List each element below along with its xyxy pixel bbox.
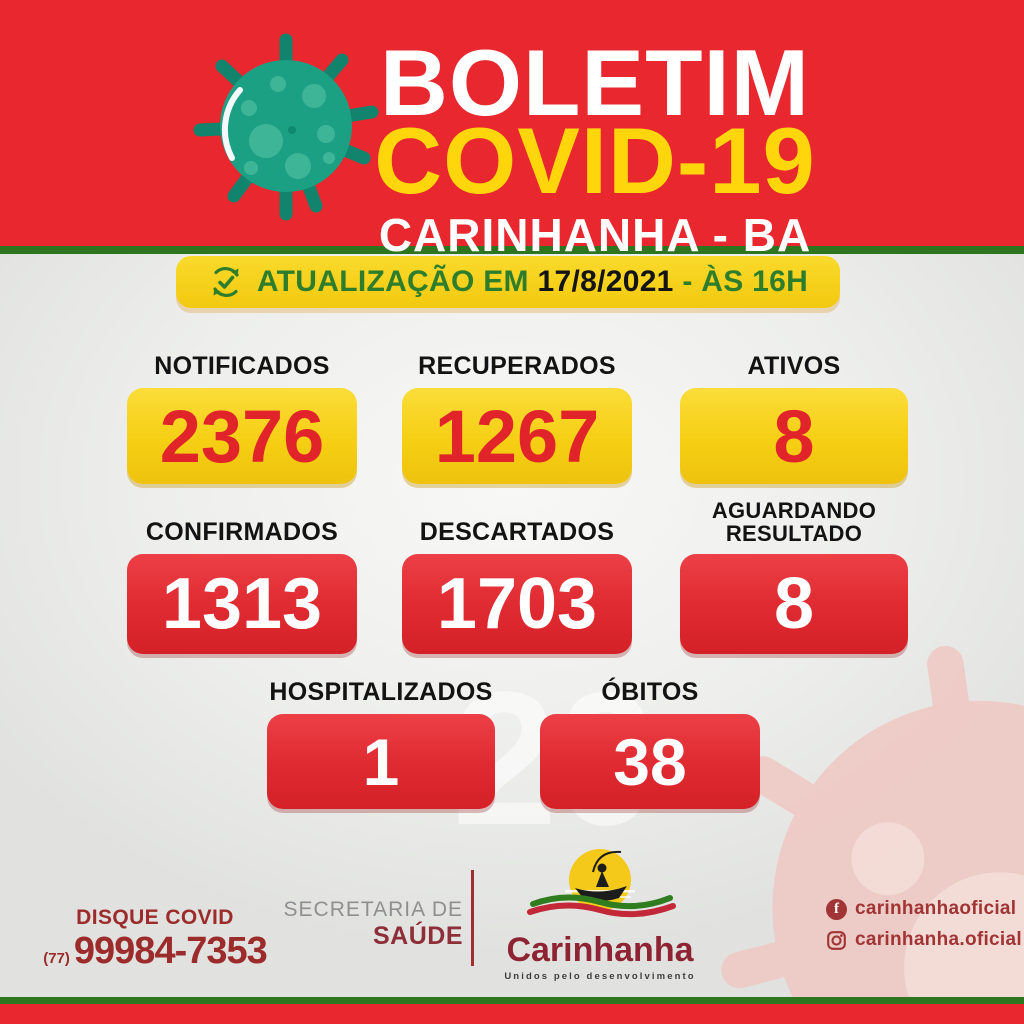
stat-label: ÓBITOS xyxy=(601,678,699,707)
stat-descartados: DESCARTADOS 1703 xyxy=(402,496,632,654)
instagram-handle: carinhanha.oficial xyxy=(855,929,1022,950)
header-divider-stripe xyxy=(0,246,1024,254)
city-logo: Carinhanha Unidos pelo desenvolvimento xyxy=(478,846,722,982)
stat-aguardando-resultado: AGUARDANDO RESULTADO 8 xyxy=(680,496,908,654)
city-logo-name: Carinhanha xyxy=(506,931,694,969)
stat-label: AGUARDANDO RESULTADO xyxy=(711,497,877,547)
footer-divider-stripe xyxy=(0,997,1024,1004)
stat-label: RECUPERADOS xyxy=(418,352,616,381)
update-banner-text: ATUALIZAÇÃO EM 17/8/2021 - ÀS 16H xyxy=(257,265,808,299)
footer-vertical-divider xyxy=(471,870,474,966)
stat-value: 1703 xyxy=(402,554,632,654)
stat-recuperados: RECUPERADOS 1267 xyxy=(402,350,632,484)
coronavirus-icon xyxy=(186,26,386,231)
stat-obitos: ÓBITOS 38 xyxy=(540,678,760,809)
stat-label: HOSPITALIZADOS xyxy=(269,678,493,707)
hotline-label: DISQUE COVID xyxy=(76,906,234,929)
stat-label: DESCARTADOS xyxy=(419,518,615,547)
facebook-handle: carinhanhaoficial xyxy=(855,898,1017,919)
stat-value: 1267 xyxy=(402,388,632,484)
social-handles: carinhanhaoficial carinhanha.oficial xyxy=(826,898,1022,951)
stat-value: 2376 xyxy=(127,388,357,484)
covid-hotline: DISQUE COVID (77) 99984-7353 xyxy=(30,906,280,973)
stat-ativos: ATIVOS 8 xyxy=(680,350,908,484)
department-name: SECRETARIA DE SAÚDE xyxy=(260,898,463,951)
update-date: 17/8/2021 xyxy=(537,265,674,298)
update-prefix: ATUALIZAÇÃO EM xyxy=(256,265,529,298)
update-banner: ATUALIZAÇÃO EM 17/8/2021 - ÀS 16H xyxy=(176,256,840,308)
stat-confirmados: CONFIRMADOS 1313 xyxy=(127,496,357,654)
stat-label: ATIVOS xyxy=(747,352,841,381)
title-line-city: CARINHANHA - BA xyxy=(378,208,812,261)
facebook-icon xyxy=(826,898,847,920)
hotline-number: (77) 99984-7353 xyxy=(30,930,280,973)
instagram-handle-row: carinhanha.oficial xyxy=(826,929,1022,951)
refresh-check-icon xyxy=(208,264,244,300)
hotline-digits: 99984-7353 xyxy=(73,930,268,972)
footer-bar xyxy=(0,1004,1024,1024)
stat-hospitalizados: HOSPITALIZADOS 1 xyxy=(267,678,495,809)
city-logo-tagline: Unidos pelo desenvolvimento xyxy=(504,971,696,982)
stat-value: 1 xyxy=(267,714,495,809)
city-logo-emblem-icon xyxy=(478,846,722,935)
facebook-handle-row: carinhanhaoficial xyxy=(826,898,1022,920)
update-time: - ÀS 16H xyxy=(682,265,809,298)
poster-title: BOLETIM COVID-19 CARINHANHA - BA xyxy=(362,30,828,261)
stat-notificados: NOTIFICADOS 2376 xyxy=(127,350,357,484)
stat-value: 8 xyxy=(680,554,908,654)
stat-label: CONFIRMADOS xyxy=(145,518,339,547)
stat-value: 1313 xyxy=(127,554,357,654)
header-banner xyxy=(0,0,1024,246)
title-line-covid19: COVID-19 xyxy=(374,108,816,214)
stat-label: NOTIFICADOS xyxy=(154,352,330,381)
stat-value: 8 xyxy=(680,388,908,484)
stat-value: 38 xyxy=(540,714,760,809)
hotline-area-code: (77) xyxy=(43,950,70,967)
department-line1: SECRETARIA DE xyxy=(283,898,463,921)
department-line2: SAÚDE xyxy=(372,922,463,951)
instagram-icon xyxy=(826,930,847,951)
title-line-boletim: BOLETIM xyxy=(380,30,810,135)
